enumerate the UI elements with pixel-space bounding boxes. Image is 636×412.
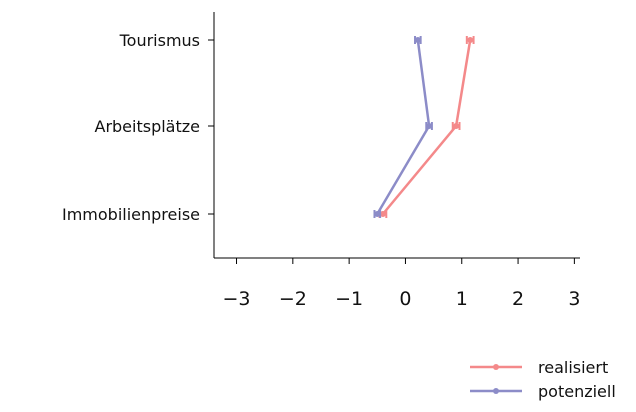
x-tick-label: 1 <box>456 288 468 310</box>
point-marker <box>453 123 460 129</box>
legend-swatch-marker <box>493 388 499 394</box>
x-tick-label: 3 <box>568 288 580 310</box>
point-marker <box>426 123 433 129</box>
data-point <box>373 210 382 218</box>
data-point <box>465 36 475 44</box>
data-point <box>425 122 433 130</box>
legend-item-realisiert: realisiert <box>470 358 608 377</box>
x-tick-label: 2 <box>512 288 524 310</box>
y-tick-label: Arbeitsplätze <box>95 117 201 136</box>
legend-label: potenziell <box>538 382 616 401</box>
point-marker <box>467 37 474 43</box>
x-tick-label: −2 <box>279 288 307 310</box>
legend-label: realisiert <box>538 358 608 377</box>
y-tick-label: Immobilienpreise <box>62 205 200 224</box>
legend-item-potenziell: potenziell <box>470 382 616 401</box>
point-marker <box>414 37 421 43</box>
point-marker <box>379 211 386 217</box>
chart-legend: realisiert potenziell <box>470 358 616 401</box>
y-tick-label: Tourismus <box>119 31 200 50</box>
chart-axes: Tourismus Arbeitsplätze Immobilienpreise −3… <box>62 12 580 310</box>
data-point <box>451 122 461 130</box>
x-tick-label: −3 <box>223 288 251 310</box>
x-tick-label: −1 <box>335 288 363 310</box>
chart-series <box>373 36 475 218</box>
x-tick-label: 0 <box>399 288 411 310</box>
point-marker <box>374 211 381 217</box>
legend-swatch-marker <box>493 364 499 370</box>
data-point <box>414 36 422 44</box>
